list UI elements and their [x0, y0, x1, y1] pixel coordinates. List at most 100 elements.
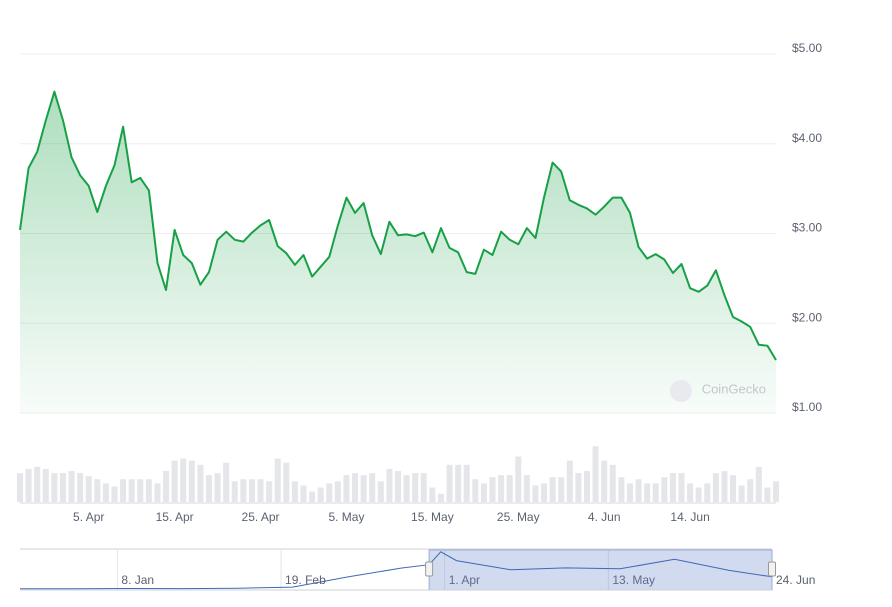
volume-bar — [669, 473, 676, 502]
volume-bar — [687, 483, 694, 502]
volume-bar — [773, 481, 779, 502]
x-tick-label: 14. Jun — [670, 510, 709, 524]
volume-bar — [102, 483, 109, 502]
volume-bar — [300, 485, 307, 502]
volume-bar — [764, 487, 771, 502]
volume-bar — [437, 493, 444, 502]
volume-bar — [17, 473, 23, 502]
volume-bar — [498, 475, 505, 502]
volume-bar — [566, 460, 573, 502]
volume-bar — [644, 483, 651, 502]
volume-bar — [197, 464, 204, 502]
y-tick-label: $1.00 — [792, 400, 822, 414]
volume-bar — [480, 483, 487, 502]
volume-bar — [291, 481, 298, 502]
volume-bar — [549, 477, 556, 502]
volume-bar — [317, 487, 324, 502]
volume-bar — [730, 475, 737, 502]
volume-bar — [601, 460, 608, 502]
volume-bar — [34, 466, 41, 502]
volume-bar — [386, 468, 393, 502]
watermark-logo — [670, 380, 692, 402]
volume-bar — [515, 456, 522, 502]
volume-bar — [360, 475, 367, 502]
x-tick-label: 5. Apr — [73, 510, 104, 524]
x-tick-label: 15. Apr — [156, 510, 194, 524]
volume-bar — [395, 471, 401, 502]
watermark: CoinGecko — [702, 381, 766, 396]
volume-bar — [446, 464, 453, 502]
volume-bar — [455, 464, 462, 502]
volume-bar — [626, 483, 633, 502]
volume-bar — [111, 486, 118, 502]
x-tick-label: 25. Apr — [242, 510, 280, 524]
volume-bar — [171, 460, 178, 502]
volume-bar — [326, 483, 333, 502]
volume-bar — [412, 473, 419, 502]
price-area — [20, 91, 776, 413]
volume-bar — [68, 471, 75, 502]
volume-bar — [257, 479, 264, 502]
volume-bar — [463, 464, 470, 502]
volume-bar — [59, 473, 66, 502]
navigator-handle[interactable] — [425, 561, 434, 577]
volume-bar — [223, 462, 230, 502]
volume-bar — [541, 483, 548, 502]
volume-bar — [704, 483, 711, 502]
y-tick-label: $3.00 — [792, 221, 822, 235]
volume-bar — [558, 477, 565, 502]
volume-bar — [747, 479, 754, 502]
volume-bar — [592, 446, 599, 502]
navigator-tick-label: 13. May — [612, 573, 655, 587]
volume-bar — [240, 479, 247, 502]
volume-bar — [283, 462, 290, 502]
volume-bar — [352, 473, 359, 502]
volume-bar — [506, 475, 513, 502]
volume-bar — [77, 473, 84, 502]
volume-bar — [472, 479, 479, 502]
y-tick-label: $5.00 — [792, 41, 822, 55]
volume-bar — [661, 477, 668, 502]
volume-bar — [206, 475, 212, 502]
volume-bar — [51, 473, 58, 502]
volume-bar — [652, 483, 659, 502]
volume-bar — [618, 477, 625, 502]
volume-bar — [85, 476, 92, 502]
volume-bar — [575, 473, 582, 502]
volume-bar — [532, 485, 539, 502]
volume-bar — [343, 475, 350, 502]
volume-bar — [403, 475, 410, 502]
volume-bar — [523, 475, 530, 502]
volume-bar — [420, 473, 427, 502]
navigator-handle[interactable] — [768, 561, 776, 577]
volume-bar — [137, 479, 144, 502]
volume-bar — [128, 479, 135, 502]
volume-bar — [738, 485, 745, 502]
volume-bar — [584, 471, 590, 502]
volume-bar — [180, 458, 187, 502]
volume-bar — [145, 479, 152, 502]
volume-bar — [334, 481, 341, 502]
y-tick-label: $2.00 — [792, 310, 822, 324]
volume-bar — [695, 487, 702, 502]
volume-bar — [755, 466, 762, 502]
x-tick-label: 5. May — [328, 510, 364, 524]
volume-bar — [248, 479, 255, 502]
navigator-tick-label: 24. Jun — [776, 573, 815, 587]
volume-bar — [377, 481, 384, 502]
volume-bar — [609, 464, 616, 502]
volume-bar — [489, 477, 496, 502]
x-tick-label: 25. May — [497, 510, 540, 524]
volume-bar — [429, 487, 436, 502]
volume-bar — [163, 471, 170, 502]
volume-bar — [309, 491, 316, 502]
volume-bar — [94, 479, 101, 502]
volume-bar — [188, 460, 195, 502]
navigator-selection — [428, 549, 773, 591]
volume-bar — [42, 468, 49, 502]
navigator-tick-label: 19. Feb — [285, 573, 326, 587]
navigator-tick-label: 8. Jan — [121, 573, 154, 587]
x-tick-label: 15. May — [411, 510, 454, 524]
volume-bar — [120, 479, 127, 502]
